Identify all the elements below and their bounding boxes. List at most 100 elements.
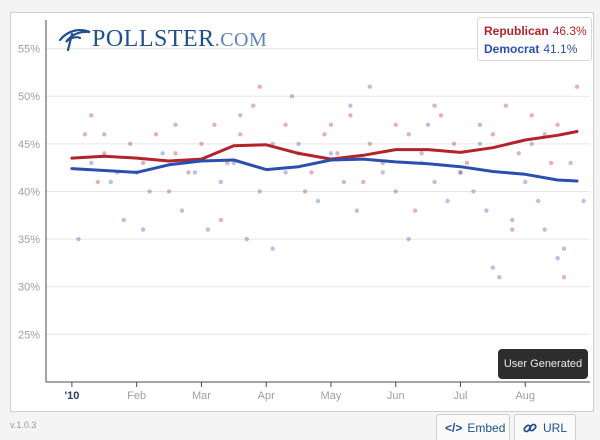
x-tick-label: May [321, 390, 342, 402]
poll-point-democrat [555, 255, 560, 261]
poll-point-democrat [102, 132, 107, 137]
poll-point-republican [218, 217, 224, 223]
poll-point-republican [432, 103, 437, 108]
code-icon: </> [445, 420, 463, 435]
poll-point-republican [302, 189, 308, 194]
legend-value-republican: 46.3% [552, 24, 587, 38]
poll-point-republican [367, 141, 373, 147]
poll-point-democrat [523, 179, 528, 185]
y-tick-label: 25% [18, 329, 40, 341]
poll-point-democrat [205, 227, 211, 232]
poll-point-republican [490, 132, 496, 137]
poll-point-democrat [380, 170, 385, 175]
poll-point-republican [95, 179, 101, 185]
poll-point-republican [212, 122, 217, 127]
poll-point-democrat [244, 236, 249, 242]
url-label: URL [542, 420, 567, 435]
legend-label-republican: Republican [484, 24, 549, 38]
poll-point-republican [140, 160, 146, 166]
poll-point-republican [186, 170, 191, 175]
poll-point-republican [257, 84, 262, 89]
poll-point-democrat [535, 198, 541, 204]
y-tick-label: 50% [18, 91, 40, 103]
url-button[interactable]: URL [514, 414, 576, 440]
poll-point-republican [127, 141, 133, 147]
poll-point-republican [328, 122, 334, 127]
poll-point-democrat [510, 217, 515, 223]
trend-line-democrat [70, 157, 579, 183]
x-tick-label: Feb [127, 390, 146, 402]
poll-point-democrat [140, 227, 146, 232]
poll-point-republican [335, 151, 340, 156]
x-tick-label: Apr [258, 390, 275, 402]
x-tick-label: Jun [387, 390, 405, 402]
poll-point-democrat [367, 84, 373, 89]
poll-point-democrat [425, 122, 431, 127]
poll-point-republican [458, 170, 463, 175]
poll-point-republican [251, 103, 256, 108]
user-generated-badge: User Generated [498, 349, 588, 379]
poll-point-democrat [328, 151, 334, 156]
poll-point-democrat [542, 227, 547, 232]
poll-point-democrat [477, 141, 483, 147]
poll-point-republican [529, 113, 534, 118]
poll-point-democrat [490, 265, 496, 270]
poll-point-republican [464, 160, 470, 166]
embed-button[interactable]: </> Embed [436, 414, 510, 440]
chart-legend: Republican 46.3% Democrat 41.1% [477, 17, 592, 61]
poll-point-democrat [484, 208, 489, 213]
poll-point-democrat [179, 208, 185, 213]
poll-point-republican [322, 132, 327, 137]
y-tick-label: 30% [18, 282, 40, 294]
poll-point-republican [555, 122, 560, 127]
axes: 25% 30% 35% 40% 45% 50% 55% '10 Feb Mar Apr May Jun J… [18, 20, 590, 402]
poll-point-democrat [458, 170, 463, 175]
legend-item-democrat[interactable]: Democrat 41.1% [484, 40, 585, 58]
embed-label: Embed [467, 420, 506, 435]
poll-point-republican [574, 84, 580, 89]
poll-point-democrat [108, 179, 113, 185]
poll-point-democrat [348, 103, 353, 108]
poll-point-democrat [147, 189, 152, 194]
poll-point-democrat [257, 189, 262, 194]
x-tick-label: '10 [64, 390, 79, 402]
poll-point-republican [348, 113, 353, 118]
poll-point-republican [361, 179, 366, 185]
poll-point-democrat [218, 179, 224, 185]
poll-point-republican [102, 151, 107, 156]
poll-point-republican [166, 189, 172, 194]
poll-point-democrat [173, 122, 178, 127]
poll-point-republican [451, 141, 457, 147]
logo-suffix: .COM [214, 28, 268, 51]
poll-point-democrat [354, 208, 360, 213]
poll-point-democrat [341, 179, 347, 185]
poll-point-democrat [432, 179, 437, 185]
logo-swoosh-icon [58, 29, 91, 52]
legend-item-republican[interactable]: Republican 46.3% [484, 22, 587, 40]
poll-point-republican [238, 132, 243, 137]
poll-point-republican [225, 160, 230, 166]
poll-point-republican [516, 151, 521, 156]
poll-point-republican [82, 132, 88, 137]
poll-point-democrat [270, 246, 275, 251]
poll-point-democrat [568, 160, 573, 166]
poll-point-republican [153, 132, 159, 137]
poll-point-republican [510, 227, 515, 232]
link-icon [523, 423, 537, 432]
poll-point-republican [548, 160, 554, 166]
poll-point-republican [477, 122, 483, 127]
poll-point-democrat [315, 198, 321, 204]
x-tick-label: Aug [515, 390, 535, 402]
chart-frame [10, 12, 594, 412]
poll-point-democrat [471, 189, 476, 194]
poll-point-republican [283, 122, 288, 127]
poll-point-republican [173, 151, 178, 156]
poll-point-republican [393, 122, 398, 127]
poll-point-republican [438, 113, 444, 118]
x-tick-label: Mar [192, 390, 211, 402]
x-tick-label: Jul [453, 390, 467, 402]
poll-point-republican [89, 113, 94, 118]
poll-point-republican [412, 208, 418, 213]
version-label: v.1.0.3 [10, 420, 37, 430]
logo-text: POLLSTER.COM [92, 26, 267, 53]
